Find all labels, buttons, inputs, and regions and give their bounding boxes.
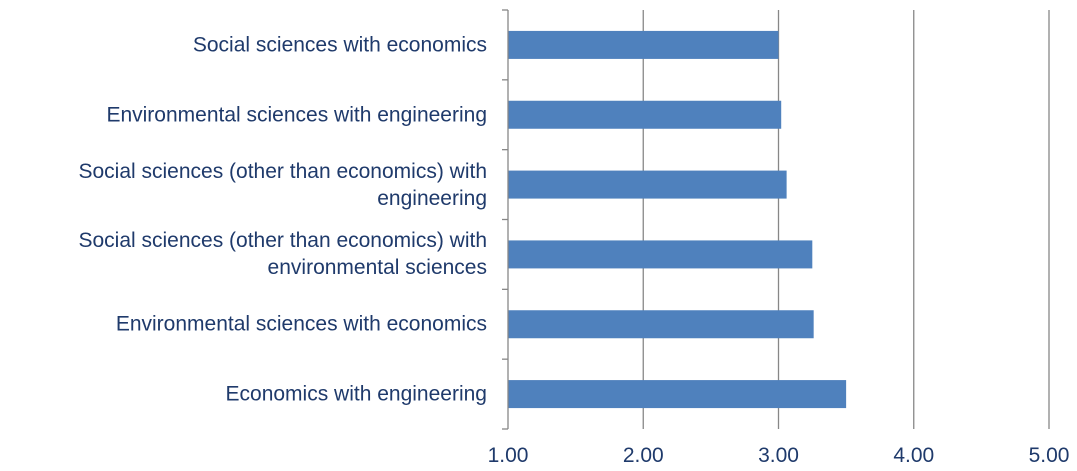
category-label-2: Environmental sciences with engineering	[106, 103, 487, 127]
bar-6	[508, 380, 847, 409]
x-tick-label-4: 4.00	[893, 444, 935, 467]
bar-1	[508, 30, 779, 59]
bar-4	[508, 240, 813, 269]
bar-2	[508, 100, 782, 129]
category-label-5: Environmental sciences with economics	[115, 312, 487, 336]
category-label-4: Social sciences (other than economics) w…	[78, 229, 487, 280]
x-tick-label-3: 3.00	[758, 444, 799, 467]
category-label-6: Economics with engineering	[225, 382, 487, 406]
bar-5	[508, 310, 814, 339]
x-tick-label-5: 5.00	[1028, 444, 1070, 467]
bar-3	[508, 170, 787, 199]
category-label-3: Social sciences (other than economics) w…	[78, 159, 487, 210]
x-tick-label-1: 1.00	[487, 444, 529, 467]
category-label-1: Social sciences with economics	[192, 33, 487, 57]
x-tick-label-2: 2.00	[622, 444, 664, 467]
